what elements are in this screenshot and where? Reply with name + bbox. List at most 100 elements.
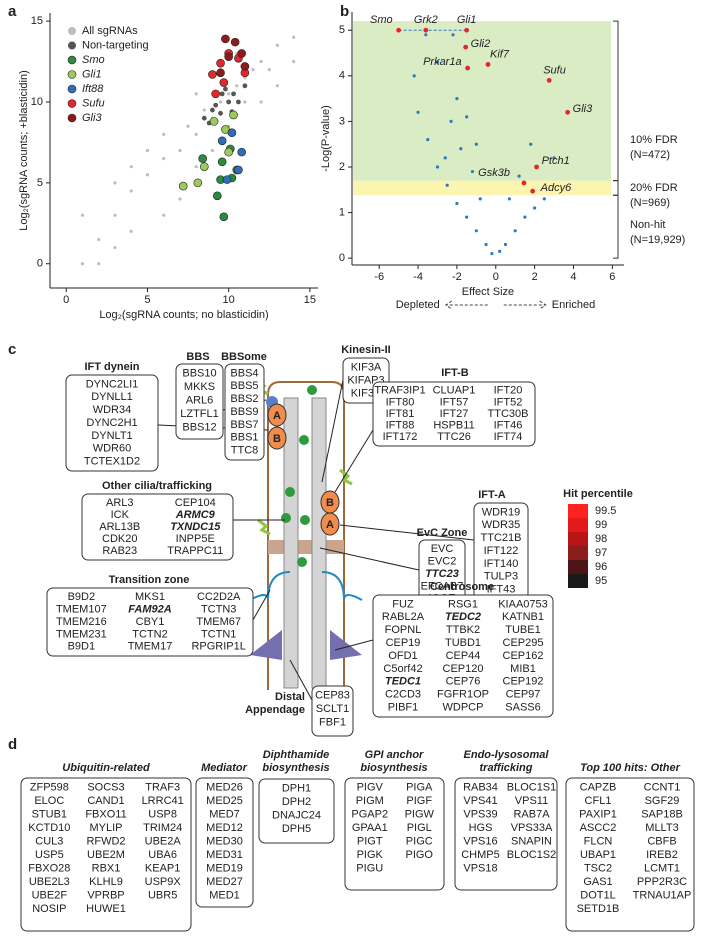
data-point (236, 99, 241, 105)
legend-label: Non-targeting (82, 39, 149, 51)
gene: VPS39 (463, 809, 497, 821)
gene: CEP120 (443, 663, 484, 675)
gene: KLHL9 (89, 876, 123, 888)
gene: IFT140 (484, 558, 519, 570)
data-point (224, 147, 233, 157)
data-point (217, 136, 227, 146)
legend-marker (67, 113, 77, 123)
gene: C5orf42 (383, 663, 422, 675)
basal-appendage (330, 630, 362, 660)
legend-swatch (568, 504, 588, 518)
gene: PIGA (406, 782, 433, 794)
gene: TCTN3 (201, 604, 236, 616)
group-title: Other cilia/trafficking (102, 480, 212, 492)
gene: NOSIP (32, 903, 66, 915)
fdr-region (353, 21, 611, 181)
gene: GPAA1 (352, 822, 388, 834)
gene: PPP2R3C (637, 876, 687, 888)
gene: HUWE1 (86, 903, 126, 915)
gene: CEP44 (446, 650, 481, 662)
x-tick-label: 5 (144, 294, 150, 306)
gene: DNAJC24 (272, 810, 321, 822)
y-tick-label: 3 (339, 115, 345, 127)
data-point (240, 62, 250, 71)
data-point (208, 70, 217, 79)
gene: BBS10 (182, 368, 216, 380)
data-point (237, 147, 246, 157)
gene: IFT20 (494, 385, 523, 397)
y-tick-label: 2 (339, 161, 345, 173)
data-point (218, 110, 223, 116)
gene: WDPCP (443, 701, 484, 713)
gene: VPS11 (515, 795, 548, 807)
data-point (194, 132, 198, 136)
data-point (396, 27, 402, 33)
gene: EVC (431, 543, 454, 555)
gene: CEP162 (503, 650, 544, 662)
gene: CEP295 (503, 637, 544, 649)
cargo (297, 557, 307, 567)
gene-box (372, 594, 554, 718)
group-title: IFT-A (478, 489, 506, 501)
data-point (484, 242, 488, 247)
data-point (219, 78, 229, 87)
data-point (235, 84, 239, 88)
data-point (113, 181, 117, 185)
connector (334, 639, 374, 651)
data-point (229, 110, 238, 120)
legend-label: 99 (595, 519, 607, 531)
x-tick-label: -4 (413, 271, 423, 283)
gene: FUZ (392, 598, 414, 610)
data-point (259, 59, 263, 64)
direction-label: Depleted (396, 299, 440, 311)
direction-arrow (444, 300, 547, 310)
data-point (216, 68, 225, 78)
cargo (299, 435, 309, 445)
gene: BBS4 (230, 367, 258, 379)
group-title: Appendage (245, 704, 305, 716)
point-label: Grk2 (414, 14, 438, 26)
data-point (219, 91, 225, 97)
gene: WDR19 (482, 506, 521, 518)
data-point (231, 91, 236, 97)
gene: TRAPPC11 (167, 545, 223, 557)
gene: IFT172 (383, 431, 418, 443)
y-tick-label: 0 (339, 252, 345, 264)
direction-label: Enriched (552, 299, 595, 311)
point-label: Adcy6 (540, 182, 572, 194)
group-title: Mediator (201, 762, 248, 774)
gene: DPH5 (282, 823, 311, 835)
legend-marker (67, 55, 77, 65)
gene: TRNAU1AP (633, 890, 692, 902)
legend-label: Smo (82, 54, 105, 66)
gene: ARL6 (186, 395, 214, 407)
gene: PIGU (356, 863, 383, 875)
data-point (530, 188, 536, 194)
data-point (193, 178, 203, 188)
gene: VPS18 (463, 863, 497, 875)
gene: C2CD3 (385, 689, 421, 701)
legend-label: 95 (595, 575, 607, 587)
data-point (145, 173, 150, 177)
group-title: Diphthamide (263, 749, 330, 761)
gene: HSPB11 (433, 420, 474, 432)
gene: IFT80 (386, 396, 415, 408)
gene: TMEM107 (56, 604, 107, 616)
gene: SOCS3 (87, 782, 124, 794)
gene: PIGO (405, 849, 433, 861)
gene-box (81, 493, 234, 561)
data-point (129, 189, 133, 193)
point-label: Sufu (543, 64, 566, 76)
gene: TULP3 (484, 571, 518, 583)
data-point (201, 115, 207, 121)
group-title: GPI anchor (365, 749, 424, 761)
gene: CAPZB (580, 782, 617, 794)
gene: DYNLT1 (91, 430, 132, 442)
gene-box (46, 587, 254, 657)
data-point (565, 109, 571, 115)
gene: KIAA0753 (498, 598, 548, 610)
data-point (485, 62, 491, 67)
legend-swatch (568, 518, 588, 532)
data-point (465, 65, 470, 71)
connector (339, 524, 475, 541)
